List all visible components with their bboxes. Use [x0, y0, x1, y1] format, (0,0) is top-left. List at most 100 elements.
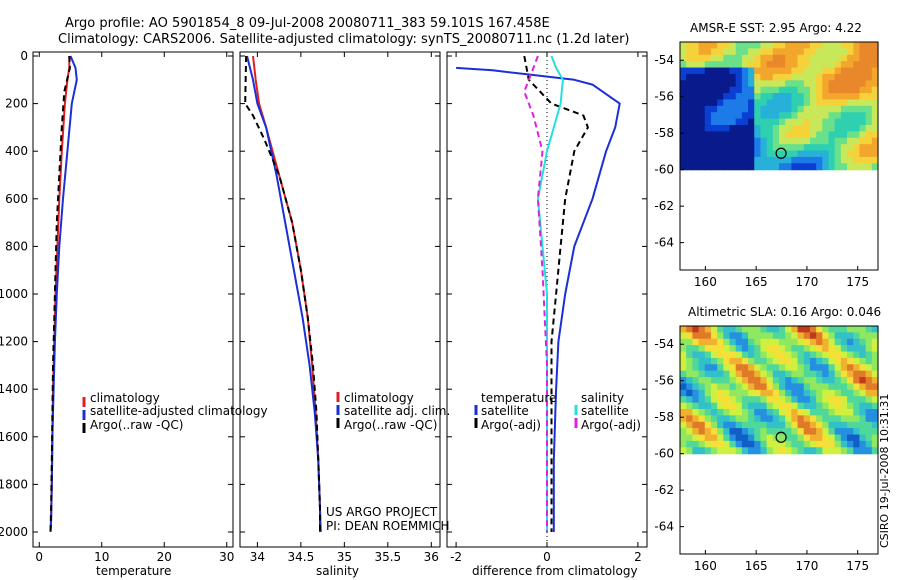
map-cell [865, 396, 873, 404]
map-cell [766, 345, 774, 353]
map-cell [871, 144, 879, 152]
map-cell [729, 326, 737, 333]
map-cell [698, 99, 706, 107]
map-cell [859, 86, 867, 94]
map-cell [723, 364, 731, 372]
map-cell [803, 131, 811, 139]
project-annotation: US ARGO PROJECT [326, 505, 438, 519]
map-cell [735, 93, 743, 101]
map-cell [723, 99, 731, 107]
map-cell [859, 67, 867, 75]
map-cell [809, 99, 817, 107]
pi-annotation: PI: DEAN ROEMMICH [326, 519, 449, 533]
map-cell [809, 402, 817, 410]
map-cell [847, 332, 854, 340]
map-cell [797, 144, 805, 152]
map-cell [748, 156, 755, 164]
map-cell [717, 370, 724, 378]
map-cell [865, 332, 873, 340]
map-cell [834, 428, 842, 436]
map-cell [797, 73, 805, 81]
map-cell [766, 338, 774, 346]
map-cell [760, 156, 768, 164]
y-tick-label: 800 [5, 239, 28, 253]
map-cell [704, 112, 712, 120]
map-cell [859, 440, 867, 448]
x-tick-label: 30 [219, 550, 234, 564]
map-cell [840, 67, 848, 75]
map-cell [686, 86, 693, 94]
map-cell [717, 326, 724, 333]
map-cell [704, 332, 712, 340]
map-cell [686, 131, 693, 139]
map-cell [847, 48, 854, 56]
map-cell [704, 80, 712, 88]
map-cell [741, 86, 749, 94]
difference-legend: temperature satellite Argo(-adj) salinit… [474, 391, 641, 432]
map-cell [791, 42, 799, 49]
map-cell [735, 440, 743, 448]
map-cell [816, 377, 823, 385]
map-cell [729, 447, 737, 455]
map-cell [772, 338, 780, 346]
map-cell [871, 377, 879, 385]
map-cell [698, 402, 706, 410]
map-cell [754, 48, 762, 56]
map-cell [748, 326, 755, 333]
map-cell [785, 370, 792, 378]
map-cell [828, 93, 836, 101]
map-cell [847, 42, 854, 49]
map-cell [871, 364, 879, 372]
map-cell [686, 61, 693, 69]
map-cell [692, 389, 700, 397]
map-cell [803, 67, 811, 75]
map-cell [704, 42, 712, 49]
map-cell [680, 332, 687, 340]
map-cell [686, 326, 693, 333]
map-cell [686, 383, 693, 391]
map-cell [717, 42, 724, 49]
map-cell [803, 351, 811, 359]
map-cell [828, 131, 836, 139]
x-tick-label: 36 [424, 550, 439, 564]
map-cell [710, 351, 718, 359]
map-cell [816, 48, 823, 56]
map-cell [797, 54, 805, 62]
map-cell [692, 428, 700, 436]
map-cell [754, 440, 762, 448]
map-cell [698, 364, 706, 372]
map-cell [803, 364, 811, 372]
legend-label-satellite: satellite adj. clim. [344, 404, 450, 418]
map-cell [723, 345, 731, 353]
map-cell [729, 415, 737, 423]
map-cell [791, 80, 799, 88]
map-cell [735, 408, 743, 416]
map-cell [710, 440, 718, 448]
map-cell [865, 163, 873, 171]
map-cell [729, 163, 737, 171]
map-cell [704, 163, 712, 171]
map-cell [785, 80, 792, 88]
map-cell [859, 144, 867, 152]
map-cell [797, 131, 805, 139]
map-cell [741, 112, 749, 120]
map-cell [760, 402, 768, 410]
sla-map-frame [679, 325, 879, 555]
map-cell [692, 118, 700, 126]
map-cell [741, 338, 749, 346]
map-cell [729, 383, 737, 391]
map-cell [809, 428, 817, 436]
map-cell [828, 377, 836, 385]
x-tick-label: 34 [250, 550, 265, 564]
map-cell [680, 131, 687, 139]
map-cell [686, 80, 693, 88]
map-cell [766, 150, 774, 158]
map-cell [754, 105, 762, 113]
map-cell [754, 42, 762, 49]
map-cell [809, 61, 817, 69]
map-cell [766, 61, 774, 69]
series-line-climatology [49, 56, 71, 533]
map-cell [803, 80, 811, 88]
map-cell [853, 150, 861, 158]
map-cell [865, 326, 873, 333]
